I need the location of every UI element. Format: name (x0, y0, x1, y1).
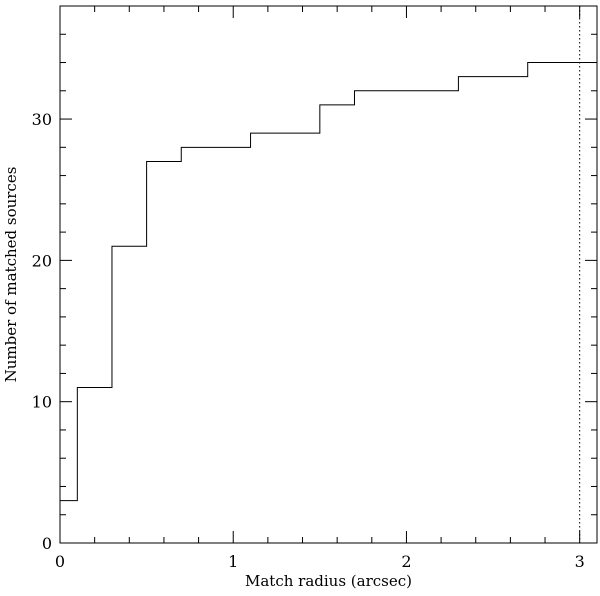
y-tick-label: 10 (32, 393, 52, 412)
x-tick-label: 2 (401, 552, 411, 571)
y-tick-label: 30 (32, 110, 52, 129)
y-tick-label: 0 (42, 534, 52, 553)
x-tick-label: 0 (55, 552, 65, 571)
plot-frame (59, 5, 598, 544)
ticks (59, 5, 597, 544)
x-tick-label: 3 (575, 552, 585, 571)
y-tick-label: 20 (32, 251, 52, 270)
series-step-line (60, 62, 597, 502)
x-axis-label: Match radius (arcsec) (245, 572, 412, 590)
x-tick-label: 1 (228, 552, 238, 571)
y-axis-label: Number of matched sources (2, 167, 20, 383)
